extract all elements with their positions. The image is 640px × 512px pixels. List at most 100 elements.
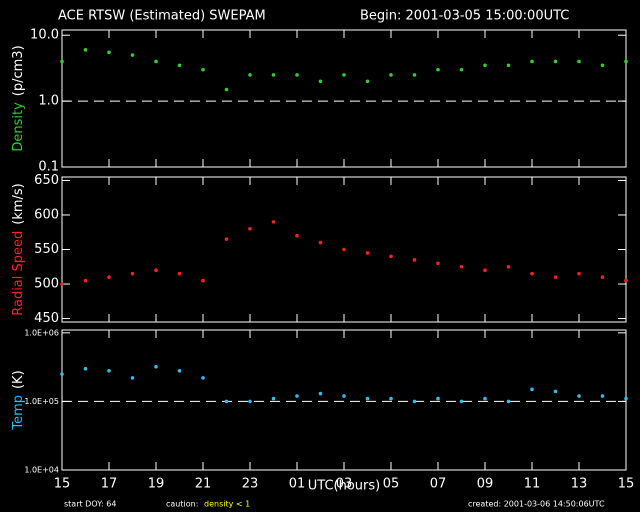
data-point	[600, 394, 605, 398]
data-point	[412, 258, 417, 262]
data-point	[154, 364, 158, 369]
data-point	[130, 376, 135, 380]
data-point	[60, 282, 64, 286]
data-point	[271, 396, 276, 401]
y-unit: (km/s)	[11, 183, 26, 225]
data-point	[506, 399, 511, 404]
data-point	[483, 63, 487, 68]
data-point	[130, 53, 135, 57]
y-unit: (K)	[11, 370, 26, 389]
data-point	[600, 63, 605, 68]
y-axis-label: Density (p/cm3)	[11, 45, 26, 151]
data-point	[459, 264, 464, 269]
plot-frame	[61, 29, 627, 168]
y-tick-label: 1.0E+05	[24, 397, 59, 406]
data-point	[436, 261, 440, 266]
data-point	[530, 387, 534, 392]
data-point	[342, 73, 346, 77]
y-tick-label: 0.1	[38, 160, 59, 175]
data-point	[600, 275, 605, 279]
y-tick-label: 1.0E+06	[24, 328, 59, 337]
data-point	[83, 48, 88, 52]
data-point	[553, 275, 558, 279]
x-tick-label: 15	[54, 477, 71, 492]
data-point	[177, 368, 182, 373]
x-axis-label: UTC(hours)	[308, 479, 380, 494]
caution: caution:	[166, 500, 198, 509]
y-tick-label: 1.0E+04	[24, 466, 59, 475]
data-point	[624, 396, 628, 401]
data-point	[365, 251, 370, 255]
data-point	[154, 268, 158, 273]
data-point	[577, 271, 581, 276]
y-axis-label: Radial Speed (km/s)	[11, 183, 26, 316]
data-point	[201, 376, 205, 380]
x-tick-label: 23	[242, 477, 259, 492]
data-point	[318, 79, 323, 84]
data-point	[389, 73, 393, 77]
x-tick-label: 13	[571, 477, 588, 492]
y-tick-label: 1.0	[38, 94, 59, 109]
data-point	[83, 366, 88, 371]
data-point	[107, 50, 111, 55]
data-point	[530, 271, 534, 276]
y-label: Density	[11, 102, 26, 152]
y-label: Radial Speed	[11, 231, 26, 316]
data-point	[436, 67, 440, 72]
data-point	[577, 59, 581, 64]
data-point	[553, 59, 558, 64]
data-point	[248, 399, 252, 404]
data-point	[295, 394, 299, 398]
data-point	[60, 59, 64, 64]
data-point	[248, 226, 252, 231]
data-point	[60, 372, 64, 376]
data-point	[295, 73, 299, 77]
data-point	[577, 394, 581, 398]
data-point	[224, 237, 229, 241]
x-tick-label: 21	[195, 477, 212, 492]
data-point	[177, 63, 182, 68]
data-point	[130, 271, 135, 276]
caution-value: density < 1	[204, 500, 250, 509]
data-point	[506, 264, 511, 269]
data-point	[624, 59, 628, 64]
data-point	[553, 389, 558, 394]
data-point	[107, 275, 111, 279]
data-point	[365, 79, 370, 84]
plot-frame	[61, 329, 627, 471]
y-axis-label: Temp (K)	[11, 370, 26, 430]
x-tick-label: 15	[618, 477, 635, 492]
data-point	[318, 240, 323, 245]
data-point	[412, 399, 417, 404]
data-point	[342, 394, 346, 398]
data-point	[271, 220, 276, 224]
begin-time: Begin: 2001-03-05 15:00:00UTC	[360, 9, 569, 24]
data-point	[389, 396, 393, 401]
x-tick-label: 19	[148, 477, 165, 492]
x-tick-label: 17	[101, 477, 118, 492]
x-tick-label: 07	[430, 477, 447, 492]
data-point	[342, 247, 346, 252]
data-point	[506, 63, 511, 68]
data-point	[483, 396, 487, 401]
data-point	[154, 59, 158, 64]
data-point	[389, 254, 393, 259]
data-point	[83, 278, 88, 283]
y-tick-label: 550	[34, 242, 59, 257]
data-point	[248, 73, 252, 77]
data-point	[177, 271, 182, 276]
y-tick-label: 500	[34, 277, 59, 292]
y-tick-label: 10.0	[30, 28, 59, 43]
data-point	[224, 87, 229, 92]
x-tick-label: 03	[336, 477, 353, 492]
data-point	[295, 233, 299, 238]
y-tick-label: 450	[34, 311, 59, 326]
data-point	[530, 59, 534, 64]
data-point	[483, 268, 487, 273]
created: created: 2001-03-06 14:50:06UTC	[468, 500, 605, 509]
data-point	[459, 67, 464, 72]
data-point	[412, 73, 417, 77]
x-tick-label: 01	[289, 477, 306, 492]
data-point	[271, 73, 276, 77]
